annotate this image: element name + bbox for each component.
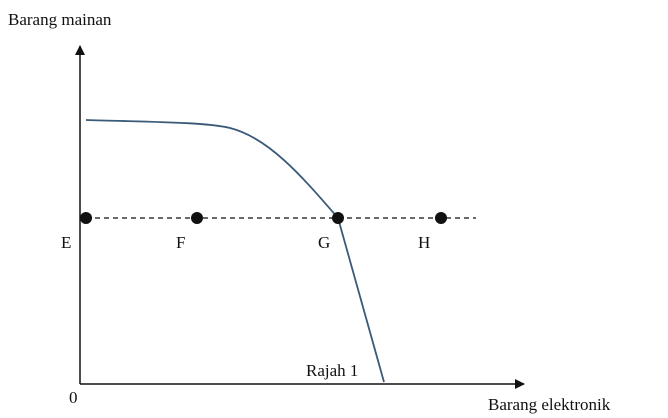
x-axis-label: Barang elektronik bbox=[488, 395, 611, 414]
point-label: H bbox=[418, 233, 430, 252]
point-label: G bbox=[318, 233, 330, 252]
point bbox=[80, 212, 92, 224]
ppf-curve bbox=[85, 119, 385, 383]
caption: Rajah 1 bbox=[306, 361, 358, 380]
origin-label: 0 bbox=[69, 388, 78, 407]
point bbox=[435, 212, 447, 224]
point bbox=[191, 212, 203, 224]
y-axis-label: Barang mainan bbox=[8, 10, 112, 29]
point-label: E bbox=[61, 233, 71, 252]
point bbox=[332, 212, 344, 224]
point-label: F bbox=[176, 233, 185, 252]
